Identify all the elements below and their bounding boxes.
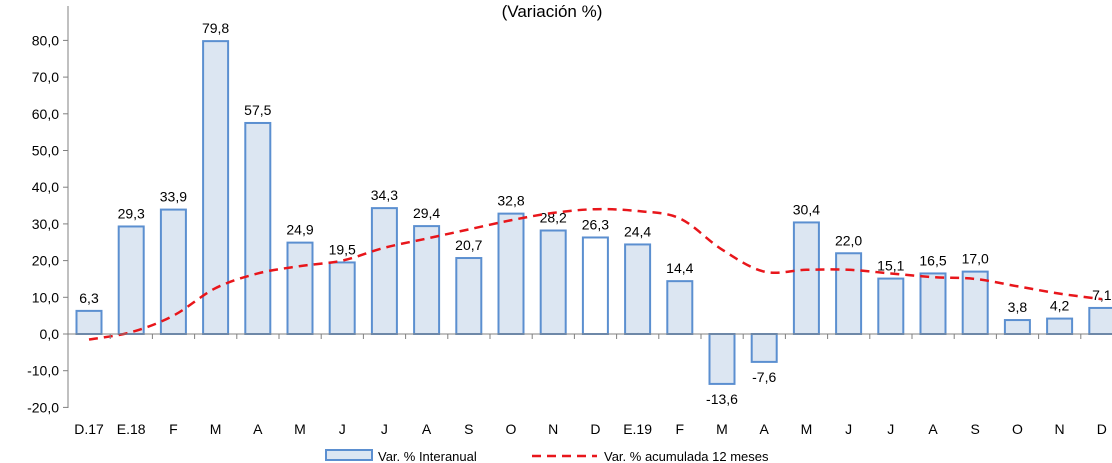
legend-item-bar: Var. % Interanual [378, 449, 477, 463]
bar-data-labels: 6,3 29,3 33,9 79,8 57,5 24,9 19,5 34,3 29,4 20,7 3… [79, 20, 1111, 407]
bar [455, 257, 483, 336]
bar [117, 225, 145, 335]
y-tick-label: 10,0 [32, 289, 59, 305]
chart-subtitle: (Variación %) [502, 2, 603, 21]
bar-data-label: 4,2 [1050, 298, 1070, 314]
y-tick-label: 40,0 [32, 179, 59, 195]
x-tick-label: N [1055, 421, 1065, 437]
bar [286, 241, 314, 336]
line-series [88, 207, 1102, 341]
bar-data-label: 79,8 [202, 20, 229, 36]
x-tick-label: D.17 [74, 421, 104, 437]
y-tick-label: 0,0 [40, 326, 60, 342]
x-tick-label: M [294, 421, 306, 437]
y-tick-label: -20,0 [27, 399, 59, 415]
bar-series [75, 40, 1112, 385]
bar-data-label: 29,3 [118, 205, 145, 221]
bar [792, 221, 820, 336]
bar-data-label: 34,3 [371, 187, 398, 203]
x-tick-label: E.19 [623, 421, 652, 437]
y-tick-label: 80,0 [32, 32, 59, 48]
bar [624, 243, 652, 335]
bar-data-label: 24,9 [286, 222, 313, 238]
bar [497, 212, 525, 335]
bar-data-label: 26,3 [582, 216, 609, 232]
x-tick-label: N [548, 421, 558, 437]
x-tick-label: J [845, 421, 852, 437]
bar [666, 280, 694, 336]
bar-data-label: 57,5 [244, 102, 271, 118]
bar-data-label: -7,6 [752, 369, 776, 385]
line-path [88, 207, 1102, 341]
y-tick-label: 30,0 [32, 216, 59, 232]
x-tick-label: A [422, 421, 432, 437]
x-tick-label: D [590, 421, 600, 437]
bar [877, 277, 905, 336]
bar [539, 229, 567, 335]
x-axis: D.17 E.18 F M A M J J A S O N D E.19 F M A M J J A S O N D [67, 333, 1112, 437]
y-axis: 80,0 70,0 60,0 50,0 40,0 30,0 20,0 10,0 0,0 -10,0… [27, 6, 69, 415]
x-tick-label: J [887, 421, 894, 437]
bar [159, 208, 187, 336]
x-tick-label: M [716, 421, 728, 437]
x-tick-label: S [464, 421, 473, 437]
x-tick-label: A [253, 421, 263, 437]
x-tick-label: A [760, 421, 770, 437]
bar-data-label: 17,0 [962, 251, 989, 267]
x-tick-label: F [169, 421, 178, 437]
y-tick-label: -10,0 [27, 363, 59, 379]
bar [1046, 317, 1074, 335]
bar-data-label: 24,4 [624, 223, 651, 239]
bar [202, 40, 230, 335]
bar-data-label: 28,2 [540, 210, 567, 226]
bar-data-label: -13,6 [706, 391, 738, 407]
x-tick-label: A [928, 421, 938, 437]
y-tick-label: 20,0 [32, 253, 59, 269]
x-tick-label: M [801, 421, 813, 437]
y-tick-label: 60,0 [32, 106, 59, 122]
bar-data-label: 7,1 [1092, 287, 1112, 303]
bar [370, 207, 398, 335]
bar [244, 121, 272, 335]
bar-data-label: 15,1 [877, 258, 904, 274]
bar [328, 261, 356, 335]
bar [961, 270, 989, 335]
x-tick-label: J [339, 421, 346, 437]
bar [413, 225, 441, 336]
bar-data-label: 16,5 [919, 252, 946, 268]
x-tick-label: S [971, 421, 980, 437]
bar [750, 333, 778, 363]
bar [708, 333, 736, 385]
legend-bar-swatch [325, 449, 373, 461]
x-tick-label: O [506, 421, 517, 437]
bar-data-label: 29,4 [413, 205, 440, 221]
bar-data-label: 30,4 [793, 201, 820, 217]
x-tick-label: F [676, 421, 685, 437]
x-tick-label: O [1012, 421, 1023, 437]
bar [581, 236, 609, 336]
bar-data-label: 19,5 [329, 241, 356, 257]
bar-data-label: 3,8 [1008, 299, 1028, 315]
bar [75, 309, 103, 335]
x-tick-label: J [381, 421, 388, 437]
bar [835, 252, 863, 335]
x-tick-label: E.18 [117, 421, 146, 437]
bar-data-label: 22,0 [835, 232, 862, 248]
bar-data-label: 20,7 [455, 237, 482, 253]
y-tick-label: 50,0 [32, 143, 59, 159]
bar-data-label: 6,3 [79, 290, 99, 306]
bar [1088, 306, 1112, 335]
bar [1003, 319, 1031, 335]
x-tick-label: M [210, 421, 222, 437]
legend-item-line: Var. % acumulada 12 meses [604, 449, 769, 463]
x-tick-label: D [1097, 421, 1107, 437]
y-tick-label: 70,0 [32, 69, 59, 85]
bar-data-label: 33,9 [160, 189, 187, 205]
bar [919, 272, 947, 336]
legend: Var. % Interanual Var. % acumulada 12 me… [325, 449, 769, 463]
bar-data-label: 14,4 [666, 260, 693, 276]
bar-data-label: 32,8 [497, 193, 524, 209]
